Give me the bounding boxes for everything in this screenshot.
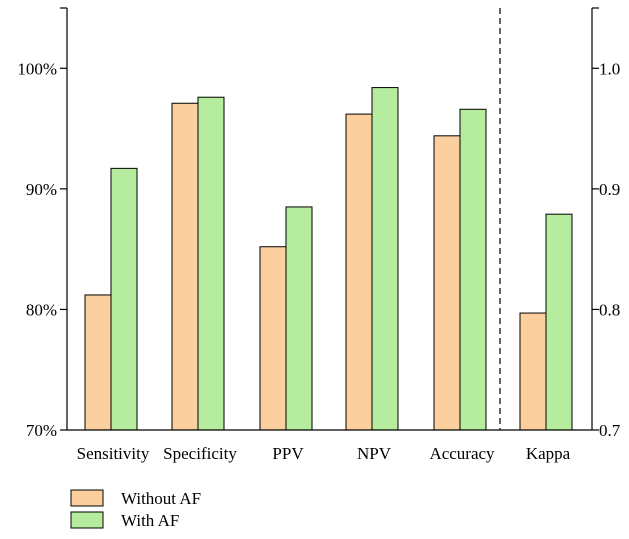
bar-without-af-ppv	[259, 246, 287, 431]
bar-with-af-npv	[371, 87, 399, 431]
bar-without-af-specificity	[171, 102, 199, 431]
right-tick-label: 1.0	[599, 59, 620, 78]
legend-label-without-af: Without AF	[121, 489, 201, 508]
left-tick-label: 90%	[26, 180, 57, 199]
category-label-specificity: Specificity	[163, 444, 237, 463]
category-label-accuracy: Accuracy	[429, 444, 495, 463]
right-tick-label: 0.7	[599, 421, 621, 440]
bar-without-af-npv	[345, 113, 373, 431]
right-tick-label: 0.8	[599, 300, 620, 319]
left-tick-label: 80%	[26, 300, 57, 319]
bar-with-af-specificity	[197, 96, 225, 431]
category-label-ppv: PPV	[272, 444, 304, 463]
bar-without-af-sensitivity	[84, 294, 112, 431]
right-tick-label: 0.9	[599, 180, 620, 199]
axes-layer: 70% 80% 90% 100% 0.7 0.8 0.9 1.0	[17, 7, 621, 440]
bar-with-af-accuracy	[459, 108, 487, 431]
bars-layer	[84, 87, 573, 431]
legend: Without AF With AF	[70, 489, 201, 530]
bar-with-af-ppv	[285, 206, 313, 431]
legend-label-with-af: With AF	[121, 511, 179, 530]
category-labels: Sensitivity Specificity PPV NPV Accuracy Kapp…	[77, 444, 571, 463]
left-tick-label: 70%	[26, 421, 57, 440]
category-label-sensitivity: Sensitivity	[77, 444, 150, 463]
category-label-kappa: Kappa	[526, 444, 571, 463]
bar-without-af-kappa	[519, 312, 547, 431]
legend-swatch-without-af	[70, 489, 104, 507]
left-tick-label: 100%	[17, 59, 57, 78]
bar-with-af-sensitivity	[110, 167, 138, 431]
category-label-npv: NPV	[357, 444, 392, 463]
bar-with-af-kappa	[545, 213, 573, 431]
legend-swatch-with-af	[70, 511, 104, 529]
bar-without-af-accuracy	[433, 135, 461, 431]
